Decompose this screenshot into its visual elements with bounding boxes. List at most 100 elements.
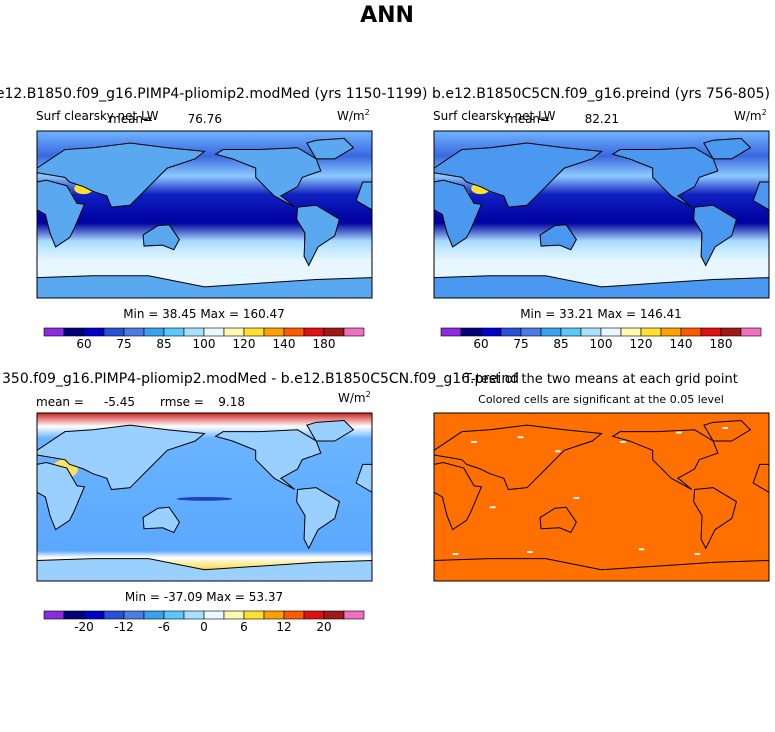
colorbar-box [163,610,185,620]
colorbar-box [223,327,245,337]
map [434,131,769,298]
mean-label: mean= [506,112,550,126]
colorbar-box [243,610,265,620]
colorbar-label: 100 [193,337,216,351]
colorbar-box [480,327,502,337]
coastline [434,559,769,581]
colorbar-box [203,327,225,337]
coastline [37,462,84,529]
coastline [434,276,769,298]
colorbar-label: -12 [114,620,134,634]
colorbar-box [103,610,125,620]
colorbar-label: 140 [670,337,693,351]
coastline [37,180,84,247]
colorbar-label: 75 [513,337,528,351]
field-speck [722,427,729,429]
colorbar-label: 85 [156,337,171,351]
colorbar-box [203,610,225,620]
colorbar-box [63,610,85,620]
colorbar-label: 60 [76,337,91,351]
coastline [540,507,576,532]
colorbar-box [740,327,762,337]
mean-label: mean = [36,395,84,409]
coastline [37,425,205,489]
colorbar-box [720,327,742,337]
colorbar-label: 120 [233,337,256,351]
colorbar-box [460,327,482,337]
coastline [356,182,372,210]
colorbar-box [680,327,702,337]
units: W/m2 [734,108,767,123]
colorbar-label: 180 [313,337,336,351]
colorbar-label: -6 [158,620,170,634]
colorbar-box [43,610,65,620]
units: W/m2 [337,108,370,123]
units-base: W/m [337,109,365,123]
mean-value: 82.21 [585,112,619,126]
colorbar-box [600,327,622,337]
colorbar-box [143,327,165,337]
colorbar-label: 100 [590,337,613,351]
map [37,413,372,581]
colorbar-box [540,327,562,337]
coastline [613,430,718,490]
min-max: Min = 33.21 Max = 146.41 [520,307,682,321]
coastline [704,138,751,158]
colorbar-box [283,327,305,337]
coastline [704,420,751,441]
units-exponent: 2 [365,108,370,117]
colorbar-box [620,327,642,337]
colorbar-box [660,327,682,337]
colorbar-box [323,610,345,620]
colorbar-label: 12 [276,620,291,634]
coastline [613,148,718,207]
field-speck [638,548,645,551]
colorbar-box [123,610,145,620]
field-speck [573,497,580,499]
rmse-value: 9.18 [218,395,245,409]
map-frame [36,412,373,582]
colorbar-box [500,327,522,337]
field-blob [176,497,233,501]
coastline [216,430,321,490]
coastline [297,205,340,265]
colorbar-box [560,327,582,337]
coastline [307,138,354,158]
coastline [540,225,576,250]
map [434,413,769,581]
coastline [37,559,372,581]
colorbar-box [263,610,285,620]
coastline [143,507,179,532]
colorbar-box [243,327,265,337]
colorbar-label: 6 [240,620,248,634]
coastline [37,276,372,298]
mean-label: mean= [109,112,153,126]
field-speck [489,506,496,509]
colorbar-box [183,610,205,620]
colorbar-label: 75 [116,337,131,351]
map [37,131,372,298]
colorbar-box [283,610,305,620]
field-speck [675,431,682,434]
variable-name: Surf clearsky net LW [433,109,556,123]
panel-title: T-test of the two means at each grid poi… [463,372,738,387]
units-base: W/m [734,109,762,123]
units: W/m2 [338,390,371,405]
field-speck [517,436,524,439]
coastline [434,180,481,247]
field-speck [694,553,701,555]
colorbar-box [103,327,125,337]
colorbar-box [440,327,462,337]
colorbar-label: 20 [316,620,331,634]
colorbar-box [303,610,325,620]
map-frame [433,130,770,299]
field-speck [620,441,626,443]
colorbar-label: 180 [710,337,733,351]
colorbar-box [83,610,105,620]
colorbar-box [43,327,65,337]
mean-value: 76.76 [188,112,222,126]
min-max: Min = 38.45 Max = 160.47 [123,307,285,321]
colorbar-box [343,327,365,337]
panel-title: b.e12.B1850C5CN.f09_g16.preind (yrs 756-… [432,86,770,102]
